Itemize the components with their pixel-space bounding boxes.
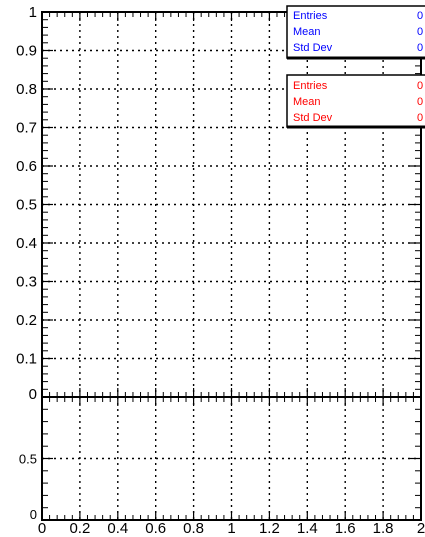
- x-tick-label: 0.4: [107, 520, 128, 537]
- stats-label: Mean: [293, 96, 321, 108]
- lower-grid: [42, 397, 421, 520]
- stats-label: Std Dev: [293, 42, 333, 54]
- upper-y-tick-labels: 0 0.1 0.2 0.3 0.4 0.5 0.6 0.7 0.8 0.9 1: [16, 4, 37, 403]
- y-tick-label: 0.2: [16, 312, 37, 329]
- y-tick-label: 0.8: [16, 81, 37, 98]
- y-tick-label: 0.9: [16, 43, 37, 60]
- x-tick-label: 2: [417, 520, 425, 537]
- x-tick-label: 1.4: [297, 520, 318, 537]
- y-tick-label: 0.7: [16, 120, 37, 137]
- y-tick-label: 0.5: [16, 197, 37, 214]
- x-tick-label: 0.6: [145, 520, 166, 537]
- x-tick-label: 1.8: [373, 520, 394, 537]
- stats-value: 0: [417, 80, 423, 92]
- y-tick-label: 0.4: [16, 235, 37, 252]
- y-tick-label: 0: [29, 386, 37, 403]
- y-tick-label: 0.5: [19, 452, 37, 467]
- stats-value: 0: [417, 96, 423, 108]
- x-tick-label: 1: [227, 520, 235, 537]
- stats-value: 0: [417, 26, 423, 38]
- stats-label: Entries: [293, 10, 328, 22]
- x-tick-label: 0.2: [69, 520, 90, 537]
- lower-y-tick-labels: 00.5: [19, 452, 37, 523]
- stats-box-blue: Entries 0 Mean 0 Std Dev 0: [286, 5, 425, 60]
- upper-ticks: [41, 11, 422, 398]
- x-tick-label: 0: [38, 520, 46, 537]
- x-tick-label: 0.8: [183, 520, 204, 537]
- x-tick-label: 1.2: [259, 520, 280, 537]
- stats-value: 0: [417, 42, 423, 54]
- stats-label: Entries: [293, 80, 328, 92]
- x-tick-labels: 0 0.2 0.4 0.6 0.8 1 1.2 1.4 1.6 1.8 2: [38, 520, 425, 537]
- stats-label: Std Dev: [293, 112, 333, 124]
- y-tick-label: 0: [30, 507, 37, 522]
- lower-frame: [41, 396, 422, 521]
- y-tick-label: 0.6: [16, 158, 37, 175]
- stats-label: Mean: [293, 26, 321, 38]
- stats-value: 0: [417, 10, 423, 22]
- x-tick-label: 1.6: [335, 520, 356, 537]
- stats-value: 0: [417, 112, 423, 124]
- stats-box-red: Entries 0 Mean 0 Std Dev 0: [286, 74, 425, 129]
- y-tick-label: 0.1: [16, 351, 37, 368]
- y-tick-label: 0.3: [16, 274, 37, 291]
- upper-grid: [42, 12, 421, 397]
- y-tick-label: 1: [29, 4, 37, 21]
